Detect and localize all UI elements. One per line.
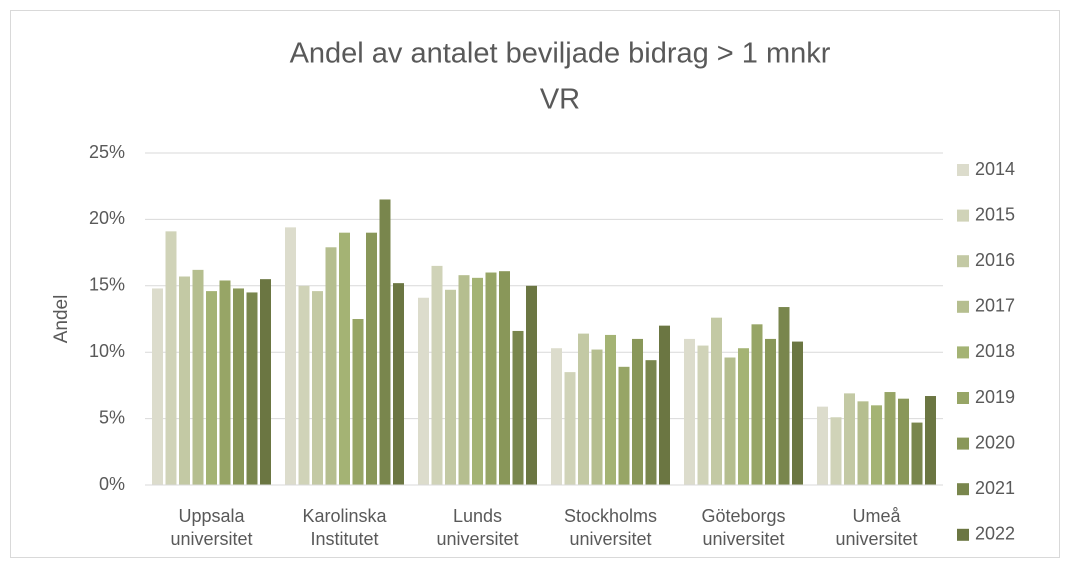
bar [605, 334, 616, 485]
bar [312, 291, 323, 485]
bar [418, 297, 429, 485]
bar [778, 307, 790, 485]
y-tick-label: 10% [89, 341, 125, 361]
bar [844, 393, 855, 485]
x-tick-label: Lunds universitet [436, 506, 519, 549]
bar [925, 396, 936, 485]
x-tick-label: Göteborgs universitet [701, 506, 786, 549]
y-tick-label: 15% [89, 275, 125, 295]
bar [632, 338, 643, 485]
bar [857, 401, 869, 485]
bar [445, 289, 456, 485]
legend-swatch [957, 209, 969, 222]
y-tick-label: 25% [89, 142, 125, 162]
bar [352, 319, 364, 485]
chart-subtitle: VR [540, 84, 580, 116]
legend-swatch [957, 437, 969, 450]
legend-swatch [957, 255, 969, 268]
bar [898, 398, 909, 485]
bar [659, 325, 670, 485]
bar [645, 360, 657, 485]
legend-swatch [957, 300, 969, 313]
bar [298, 285, 310, 485]
bar [591, 349, 603, 485]
legend-label: 2014 [975, 159, 1015, 179]
bar [564, 372, 576, 485]
bar [206, 291, 217, 485]
y-tick-label: 5% [99, 407, 125, 427]
bar [431, 265, 443, 485]
legend-swatch [957, 392, 969, 404]
bar [738, 348, 749, 485]
bar [792, 341, 803, 485]
bar [246, 292, 258, 485]
bar [325, 247, 337, 485]
bar [724, 357, 736, 485]
x-tick-label: Karolinska Institutet [302, 506, 387, 549]
y-tick-label: 0% [99, 474, 125, 494]
bar [512, 330, 524, 485]
legend-swatch [957, 483, 969, 496]
bar [526, 285, 537, 485]
x-tick-label: Stockholms universitet [563, 506, 658, 549]
bar [260, 279, 271, 485]
bar [817, 406, 828, 485]
legend-label: 2015 [975, 204, 1015, 224]
legend-label: 2017 [975, 296, 1015, 316]
bar [379, 199, 391, 486]
bar [751, 324, 763, 485]
bar [884, 392, 896, 485]
y-axis-label: Andel [51, 295, 72, 344]
legend-label: 2016 [975, 250, 1015, 270]
bar [285, 227, 296, 486]
bar [339, 232, 350, 485]
bar [458, 275, 470, 485]
bar [152, 288, 163, 485]
bar [219, 280, 231, 485]
bar [366, 232, 377, 485]
bar [179, 276, 190, 485]
bar [499, 271, 510, 485]
legend-label: 2022 [975, 524, 1015, 544]
bar [618, 366, 630, 485]
legend-label: 2018 [975, 341, 1015, 361]
legend-label: 2020 [975, 432, 1015, 452]
x-tick-label: Uppsala universitet [170, 506, 253, 549]
legend-label: 2021 [975, 478, 1015, 498]
bar [765, 338, 776, 485]
bar [551, 348, 562, 485]
bar [911, 422, 923, 485]
bar [871, 405, 882, 485]
bar [485, 272, 497, 485]
chart-title: Andel av antalet beviljade bidrag > 1 mn… [290, 38, 831, 70]
bar [393, 283, 404, 485]
x-tick-label: Umeå universitet [835, 506, 918, 549]
bar [711, 317, 722, 485]
bar [684, 338, 695, 485]
bar [578, 333, 589, 485]
bar [472, 277, 483, 485]
y-tick-label: 20% [89, 208, 125, 228]
bar [233, 288, 244, 485]
legend-label: 2019 [975, 387, 1015, 407]
legend-swatch [957, 346, 969, 359]
bar [165, 231, 177, 485]
legend-swatch [957, 164, 969, 176]
bar [830, 417, 842, 485]
bar [697, 345, 709, 485]
legend-swatch [957, 528, 969, 541]
bar [192, 269, 204, 485]
